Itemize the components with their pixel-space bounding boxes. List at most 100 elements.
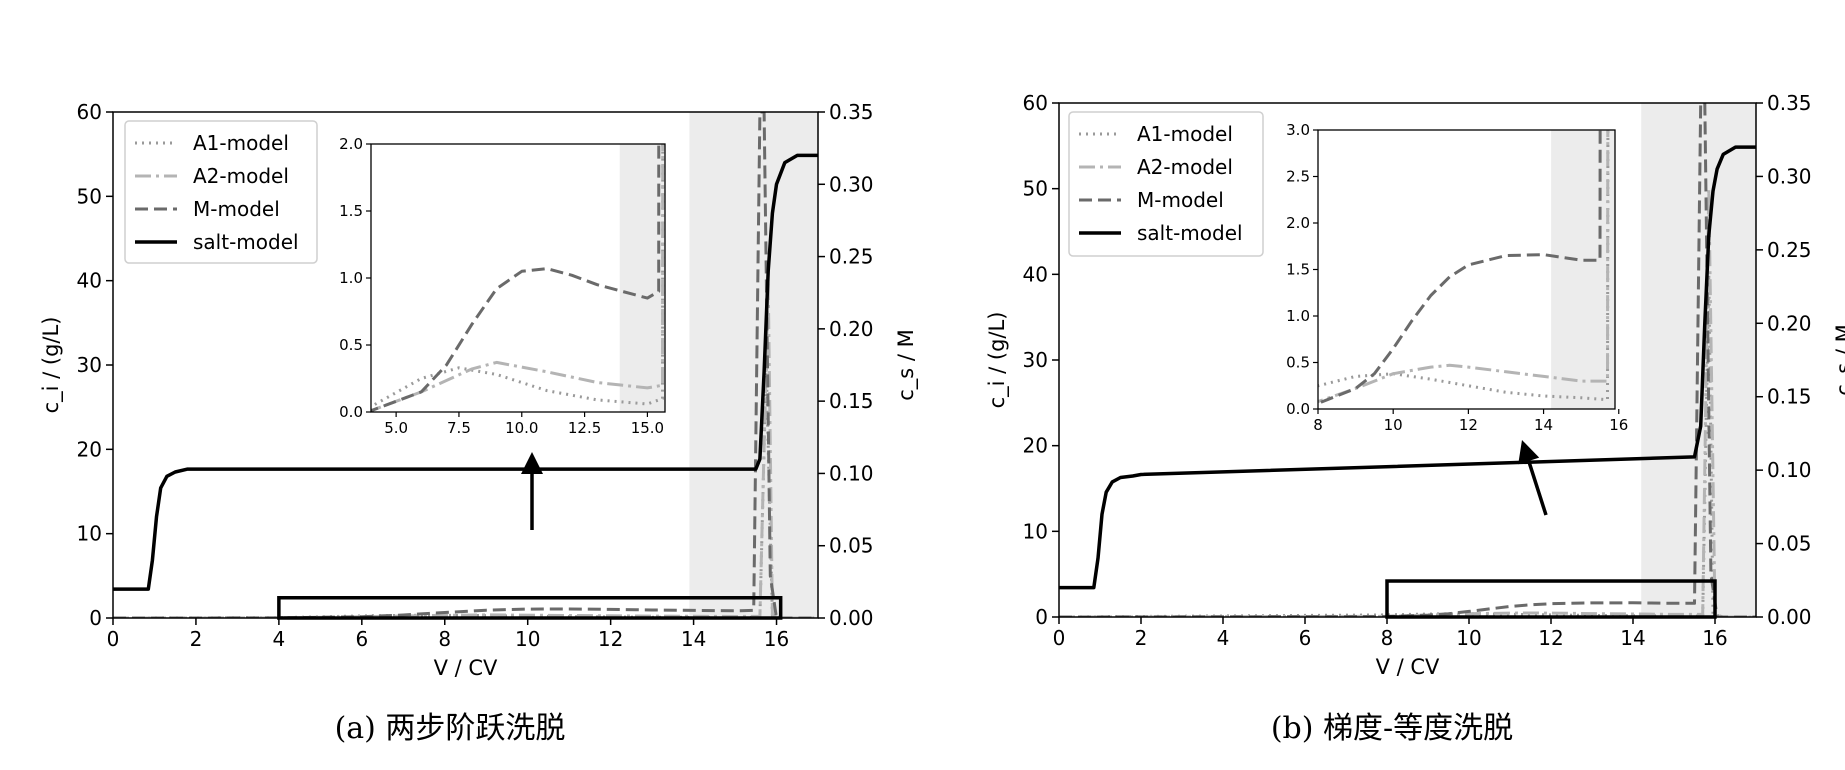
inset-y-tick-label: 1.0 <box>339 269 363 287</box>
inset-x-tick-label: 7.5 <box>447 419 471 437</box>
inset-series-line-a2-model <box>1318 130 1610 404</box>
legend-label: A2-model <box>193 164 289 188</box>
x-tick-label: 6 <box>355 627 368 651</box>
x-tick-label: 12 <box>1538 626 1563 650</box>
x-tick-label: 8 <box>1381 626 1394 650</box>
y-right-tick-label: 0.25 <box>829 245 874 269</box>
y-left-tick-label: 30 <box>77 353 102 377</box>
y-right-tick-label: 0.05 <box>1767 532 1812 556</box>
y-left-tick-label: 10 <box>77 522 102 546</box>
x-tick-label: 10 <box>1456 626 1481 650</box>
y-right-axis-label: c_s / M <box>1832 324 1845 396</box>
panel-caption: (a) 两步阶跃洗脱 <box>335 711 566 746</box>
inset-x-tick-label: 12 <box>1459 416 1478 434</box>
inset-y-tick-label: 1.5 <box>339 202 363 220</box>
inset-chart: 8 10 12 14 16 0.0 0.5 1.0 1.5 2.0 2.5 3.0 <box>1286 121 1628 434</box>
inset-series-line-a1-model <box>1318 130 1610 402</box>
series-line-a2-model <box>113 279 818 618</box>
inset-y-tick-label: 1.5 <box>1286 261 1310 279</box>
inset-x-tick-label: 10 <box>1384 416 1403 434</box>
inset-y-tick-label: 2.0 <box>1286 214 1310 232</box>
y-right-tick-label: 0.30 <box>829 172 874 196</box>
x-tick-label: 6 <box>1299 626 1312 650</box>
inset-series-line-m-model <box>1318 130 1602 405</box>
inset-y-tick-label: 2.5 <box>1286 168 1310 186</box>
panel-caption: (b) 梯度-等度洗脱 <box>1271 711 1513 746</box>
inset-y-tick-label: 3.0 <box>1286 121 1310 139</box>
inset-y-tick-label: 0.5 <box>339 336 363 354</box>
legend-label: A2-model <box>1137 155 1233 179</box>
y-right-tick-label: 0.15 <box>1767 385 1812 409</box>
legend-label: A1-model <box>1137 122 1233 146</box>
x-tick-label: 4 <box>273 627 286 651</box>
zoom-box <box>1385 579 1717 619</box>
x-tick-label: 2 <box>190 627 203 651</box>
y-right-tick-label: 0.20 <box>829 317 874 341</box>
series-line-salt-model <box>1059 145 1756 590</box>
x-tick-label: 12 <box>598 627 623 651</box>
inset-series-group <box>371 144 665 412</box>
y-right-tick-label: 0.00 <box>829 606 874 630</box>
series-line-m-model <box>1059 103 1756 617</box>
arrow-head <box>521 452 543 474</box>
y-right-tick-label: 0.30 <box>1767 164 1812 188</box>
zoom-box <box>277 596 783 620</box>
x-tick-label: 16 <box>764 627 789 651</box>
y-right-tick-label: 0.05 <box>829 534 874 558</box>
y-right-tick-label: 0.15 <box>829 389 874 413</box>
inset-series-group <box>1318 130 1610 405</box>
legend-label: salt-model <box>193 230 299 254</box>
inset-y-tick-label: 1.0 <box>1286 307 1310 325</box>
x-axis-label: V / CV <box>1376 655 1440 679</box>
y-right-tick-label: 0.00 <box>1767 605 1812 629</box>
y-left-tick-label: 60 <box>77 100 102 124</box>
inset-x-tick-label: 5.0 <box>384 419 408 437</box>
inset-y-tick-label: 0.0 <box>1286 400 1310 418</box>
inset-x-tick-label: 12.5 <box>568 419 601 437</box>
y-left-tick-label: 0 <box>89 606 102 630</box>
inset-x-tick-label: 14 <box>1534 416 1553 434</box>
y-right-axis-label: c_s / M <box>894 329 919 401</box>
inset-x-tick-label: 15.0 <box>631 419 664 437</box>
x-tick-label: 14 <box>1620 626 1645 650</box>
legend-label: M-model <box>193 197 280 221</box>
y-left-tick-label: 10 <box>1023 519 1048 543</box>
series-line-salt-model <box>113 153 818 591</box>
y-right-tick-label: 0.25 <box>1767 238 1812 262</box>
inset-chart: 5.0 7.5 10.0 12.5 15.0 0.0 0.5 1.0 1.5 2.0 <box>339 135 666 437</box>
y-right-tick-label: 0.20 <box>1767 311 1812 335</box>
inset-x-tick-label: 8 <box>1313 416 1323 434</box>
y-left-tick-label: 50 <box>77 184 102 208</box>
panel-a: 0 2 4 6 8 10 12 14 16 0 10 20 30 40 50 60 0.00 0.05 0.10 0.… <box>39 100 919 746</box>
y-right-tick-label: 0.10 <box>1767 458 1812 482</box>
y-right-tick-label: 0.35 <box>1767 91 1812 115</box>
x-tick-label: 2 <box>1135 626 1148 650</box>
inset-y-tick-label: 2.0 <box>339 135 363 153</box>
legend: A1-model A2-model M-model salt-model <box>1068 111 1264 257</box>
panel-b: 0 2 4 6 8 10 12 14 16 0 10 20 30 40 50 60 0.00 0.05 0.10 0.… <box>985 91 1845 746</box>
y-left-tick-label: 50 <box>1023 177 1048 201</box>
inset-x-tick-label: 16 <box>1609 416 1628 434</box>
y-right-tick-label: 0.35 <box>829 100 874 124</box>
x-tick-label: 8 <box>438 627 451 651</box>
series-line-m-model <box>113 112 818 618</box>
y-left-axis-label: c_i / (g/L) <box>985 312 1010 409</box>
x-tick-label: 10 <box>515 627 540 651</box>
inset-x-tick-label: 10.0 <box>505 419 538 437</box>
inset-shaded-region <box>1551 130 1615 409</box>
arrow-shaft <box>1527 460 1548 516</box>
legend-box <box>124 120 318 264</box>
y-left-tick-label: 40 <box>1023 262 1048 286</box>
y-left-tick-label: 30 <box>1023 348 1048 372</box>
legend-label: M-model <box>1137 188 1224 212</box>
arrow-head <box>1518 440 1540 465</box>
x-axis-label: V / CV <box>434 656 498 680</box>
legend: A1-model A2-model M-model salt-model <box>124 120 318 264</box>
x-tick-label: 0 <box>107 627 120 651</box>
legend-label: A1-model <box>193 131 289 155</box>
x-tick-label: 4 <box>1217 626 1230 650</box>
x-tick-label: 14 <box>681 627 706 651</box>
x-tick-label: 16 <box>1702 626 1727 650</box>
y-right-tick-label: 0.10 <box>829 461 874 485</box>
